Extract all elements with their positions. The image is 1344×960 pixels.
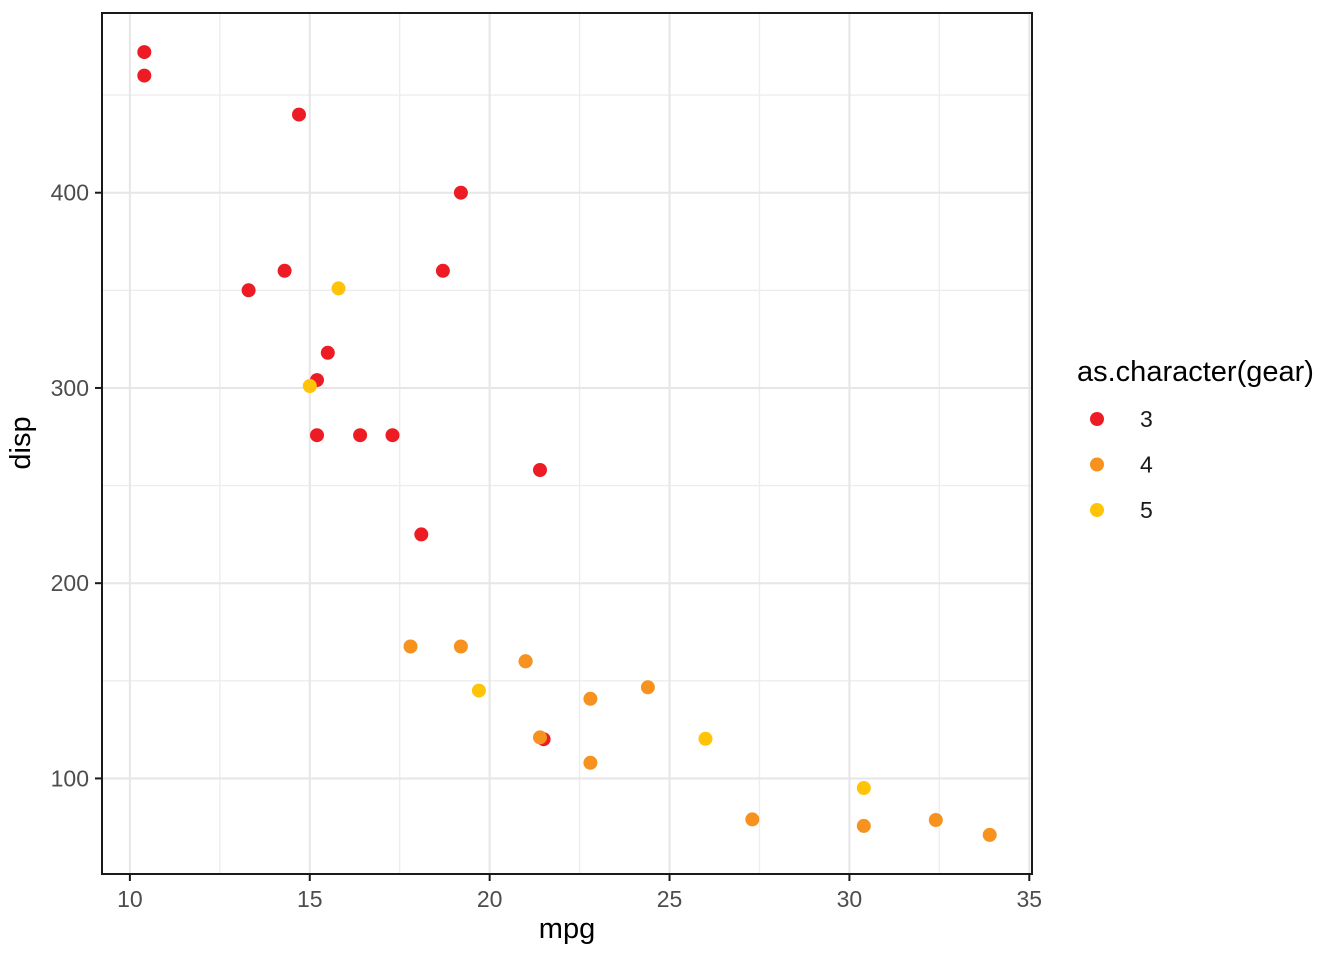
x-tick-label: 30 xyxy=(837,886,863,912)
axis-tick-marks xyxy=(95,191,1031,881)
y-tick-label: 400 xyxy=(51,180,89,206)
x-tick-label: 35 xyxy=(1017,886,1043,912)
data-point-gear-5 xyxy=(471,683,486,698)
legend-key-dot-3 xyxy=(1090,412,1104,426)
data-point-gear-3 xyxy=(310,428,324,443)
data-point-gear-4 xyxy=(403,639,418,654)
data-point-gear-4 xyxy=(856,818,871,833)
panel-background xyxy=(102,13,1032,874)
legend-title: as.character(gear) xyxy=(1077,356,1314,388)
data-point-gear-3 xyxy=(385,428,400,443)
legend-key-dot-4 xyxy=(1090,457,1104,472)
y-axis-title: disp xyxy=(5,416,37,469)
x-tick-label: 20 xyxy=(477,886,503,912)
data-point-gear-4 xyxy=(745,812,760,827)
data-point-gear-3 xyxy=(533,463,547,477)
points-layer xyxy=(137,45,997,842)
data-point-gear-3 xyxy=(241,283,256,298)
grid-minor-lines xyxy=(102,13,1032,874)
data-point-gear-4 xyxy=(583,755,598,770)
y-axis-tick-labels: 100 200 300 400 xyxy=(51,180,89,792)
data-point-gear-4 xyxy=(640,680,655,695)
data-point-gear-3 xyxy=(453,185,468,200)
x-axis-tick-labels: 10 15 20 25 30 35 xyxy=(117,886,1042,912)
grid-major-lines xyxy=(102,13,1032,874)
data-point-gear-4 xyxy=(982,827,997,842)
data-point-gear-5 xyxy=(698,731,713,746)
data-point-gear-4 xyxy=(583,691,598,706)
data-point-gear-3 xyxy=(320,345,335,360)
legend-items: 3 4 5 xyxy=(1090,406,1153,523)
data-point-gear-4 xyxy=(453,639,468,654)
data-point-gear-3 xyxy=(435,263,450,278)
data-point-gear-4 xyxy=(928,813,943,827)
legend-key-dot-5 xyxy=(1090,503,1104,517)
data-point-gear-3 xyxy=(137,45,152,60)
data-point-gear-5 xyxy=(856,781,871,795)
data-point-gear-3 xyxy=(137,68,152,83)
data-point-gear-4 xyxy=(533,730,547,745)
x-tick-label: 10 xyxy=(117,886,143,912)
y-tick-label: 100 xyxy=(51,765,89,791)
panel-border xyxy=(101,12,1033,875)
y-tick-label: 300 xyxy=(51,375,89,401)
legend-item-label: 4 xyxy=(1140,452,1153,478)
y-tick-label: 200 xyxy=(51,570,89,596)
x-tick-label: 15 xyxy=(297,886,323,912)
x-tick-label: 25 xyxy=(657,886,683,912)
legend-item-label: 3 xyxy=(1140,406,1153,432)
data-point-gear-4 xyxy=(518,654,533,669)
legend-item-label: 5 xyxy=(1140,497,1153,523)
data-point-gear-3 xyxy=(277,263,292,278)
legend: as.character(gear) 3 4 5 xyxy=(1077,356,1314,523)
data-point-gear-5 xyxy=(331,281,346,296)
data-point-gear-3 xyxy=(292,107,306,122)
data-point-gear-3 xyxy=(414,527,429,542)
data-point-gear-3 xyxy=(353,428,368,443)
x-axis-title: mpg xyxy=(539,913,595,945)
data-point-gear-5 xyxy=(302,379,317,393)
